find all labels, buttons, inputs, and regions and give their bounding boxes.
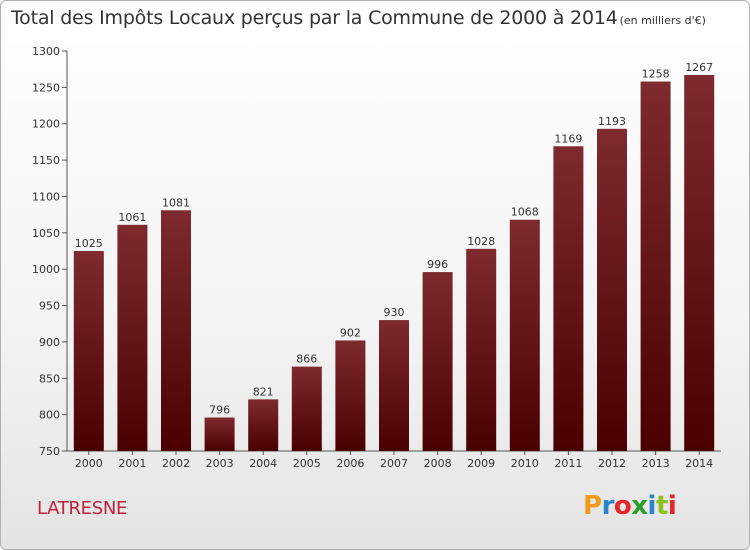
y-tick-label: 900 <box>39 336 60 349</box>
chart-title: Total des Impôts Locaux perçus par la Co… <box>11 7 618 29</box>
bar-value-label: 930 <box>384 306 405 319</box>
y-tick-label: 1050 <box>32 227 60 240</box>
x-tick-label: 2011 <box>554 457 582 470</box>
y-tick-label: 850 <box>39 372 60 385</box>
bar <box>291 366 322 451</box>
x-tick-label: 2014 <box>685 457 713 470</box>
bar <box>597 128 627 451</box>
y-tick-label: 750 <box>39 445 60 458</box>
bar-value-label: 1193 <box>598 115 626 128</box>
x-tick-label: 2004 <box>249 457 277 470</box>
x-tick-label: 2009 <box>467 457 495 470</box>
bar-value-label: 866 <box>296 353 317 366</box>
logo-letter: i <box>667 491 677 521</box>
x-tick-label: 2002 <box>162 457 190 470</box>
bar <box>335 340 366 451</box>
x-tick-label: 2013 <box>642 457 670 470</box>
bar <box>553 146 584 452</box>
bar <box>204 417 235 451</box>
y-tick-label: 950 <box>39 300 60 313</box>
logo-letter: r <box>601 491 615 521</box>
bar-value-label: 1081 <box>162 196 190 209</box>
bar <box>466 248 497 451</box>
y-tick-label: 1250 <box>32 81 60 94</box>
bar <box>73 251 104 451</box>
logo-letter: x <box>631 491 648 521</box>
x-tick-label: 2010 <box>511 457 539 470</box>
x-tick-label: 2001 <box>118 457 146 470</box>
bar <box>422 272 453 451</box>
bar <box>248 399 279 451</box>
y-tick-label: 1000 <box>32 263 60 276</box>
x-tick-label: 2006 <box>336 457 364 470</box>
labels: 2000 1025 2001 1061 2002 1081 2003 796 2004 821 20… <box>75 61 713 470</box>
bar-value-label: 1258 <box>642 68 670 81</box>
logo-letter: P <box>583 491 602 521</box>
x-tick-label: 2005 <box>293 457 321 470</box>
chart-subtitle: (en milliers d'€) <box>619 14 706 27</box>
bar <box>509 219 540 451</box>
y-tick-label: 1200 <box>32 118 60 131</box>
bar-value-label: 1267 <box>685 61 713 74</box>
y-tick-label: 800 <box>39 409 60 422</box>
x-tick-label: 2012 <box>598 457 626 470</box>
y-tick-label: 1150 <box>32 154 60 167</box>
x-tick-label: 2008 <box>424 457 452 470</box>
x-tick-label: 2007 <box>380 457 408 470</box>
bar <box>379 320 409 451</box>
x-tick-label: 2003 <box>206 457 234 470</box>
x-tick-label: 2000 <box>75 457 103 470</box>
bar-value-label: 1025 <box>75 237 103 250</box>
bar <box>684 75 715 451</box>
proxiti-logo: Proxiti <box>583 491 677 521</box>
bar-value-label: 902 <box>340 326 361 339</box>
logo-letter: o <box>613 491 632 521</box>
bar-value-label: 1169 <box>554 132 582 145</box>
bar-value-label: 1061 <box>118 211 146 224</box>
bar <box>117 224 148 451</box>
y-tick-label: 1300 <box>32 45 60 58</box>
bar-value-label: 1068 <box>511 206 539 219</box>
bar-value-label: 996 <box>427 258 448 271</box>
bar <box>161 210 191 451</box>
y-tick-label: 1100 <box>32 190 60 203</box>
bar-value-label: 821 <box>253 385 274 398</box>
bar <box>640 81 671 451</box>
bar-value-label: 1028 <box>467 235 495 248</box>
bar-value-label: 796 <box>209 404 230 417</box>
logo-letter: t <box>655 491 668 521</box>
logo-letter: i <box>647 491 657 521</box>
bars <box>73 75 715 452</box>
commune-name: LATRESNE <box>37 498 128 519</box>
title-line: Total des Impôts Locaux perçus par la Co… <box>11 7 706 29</box>
